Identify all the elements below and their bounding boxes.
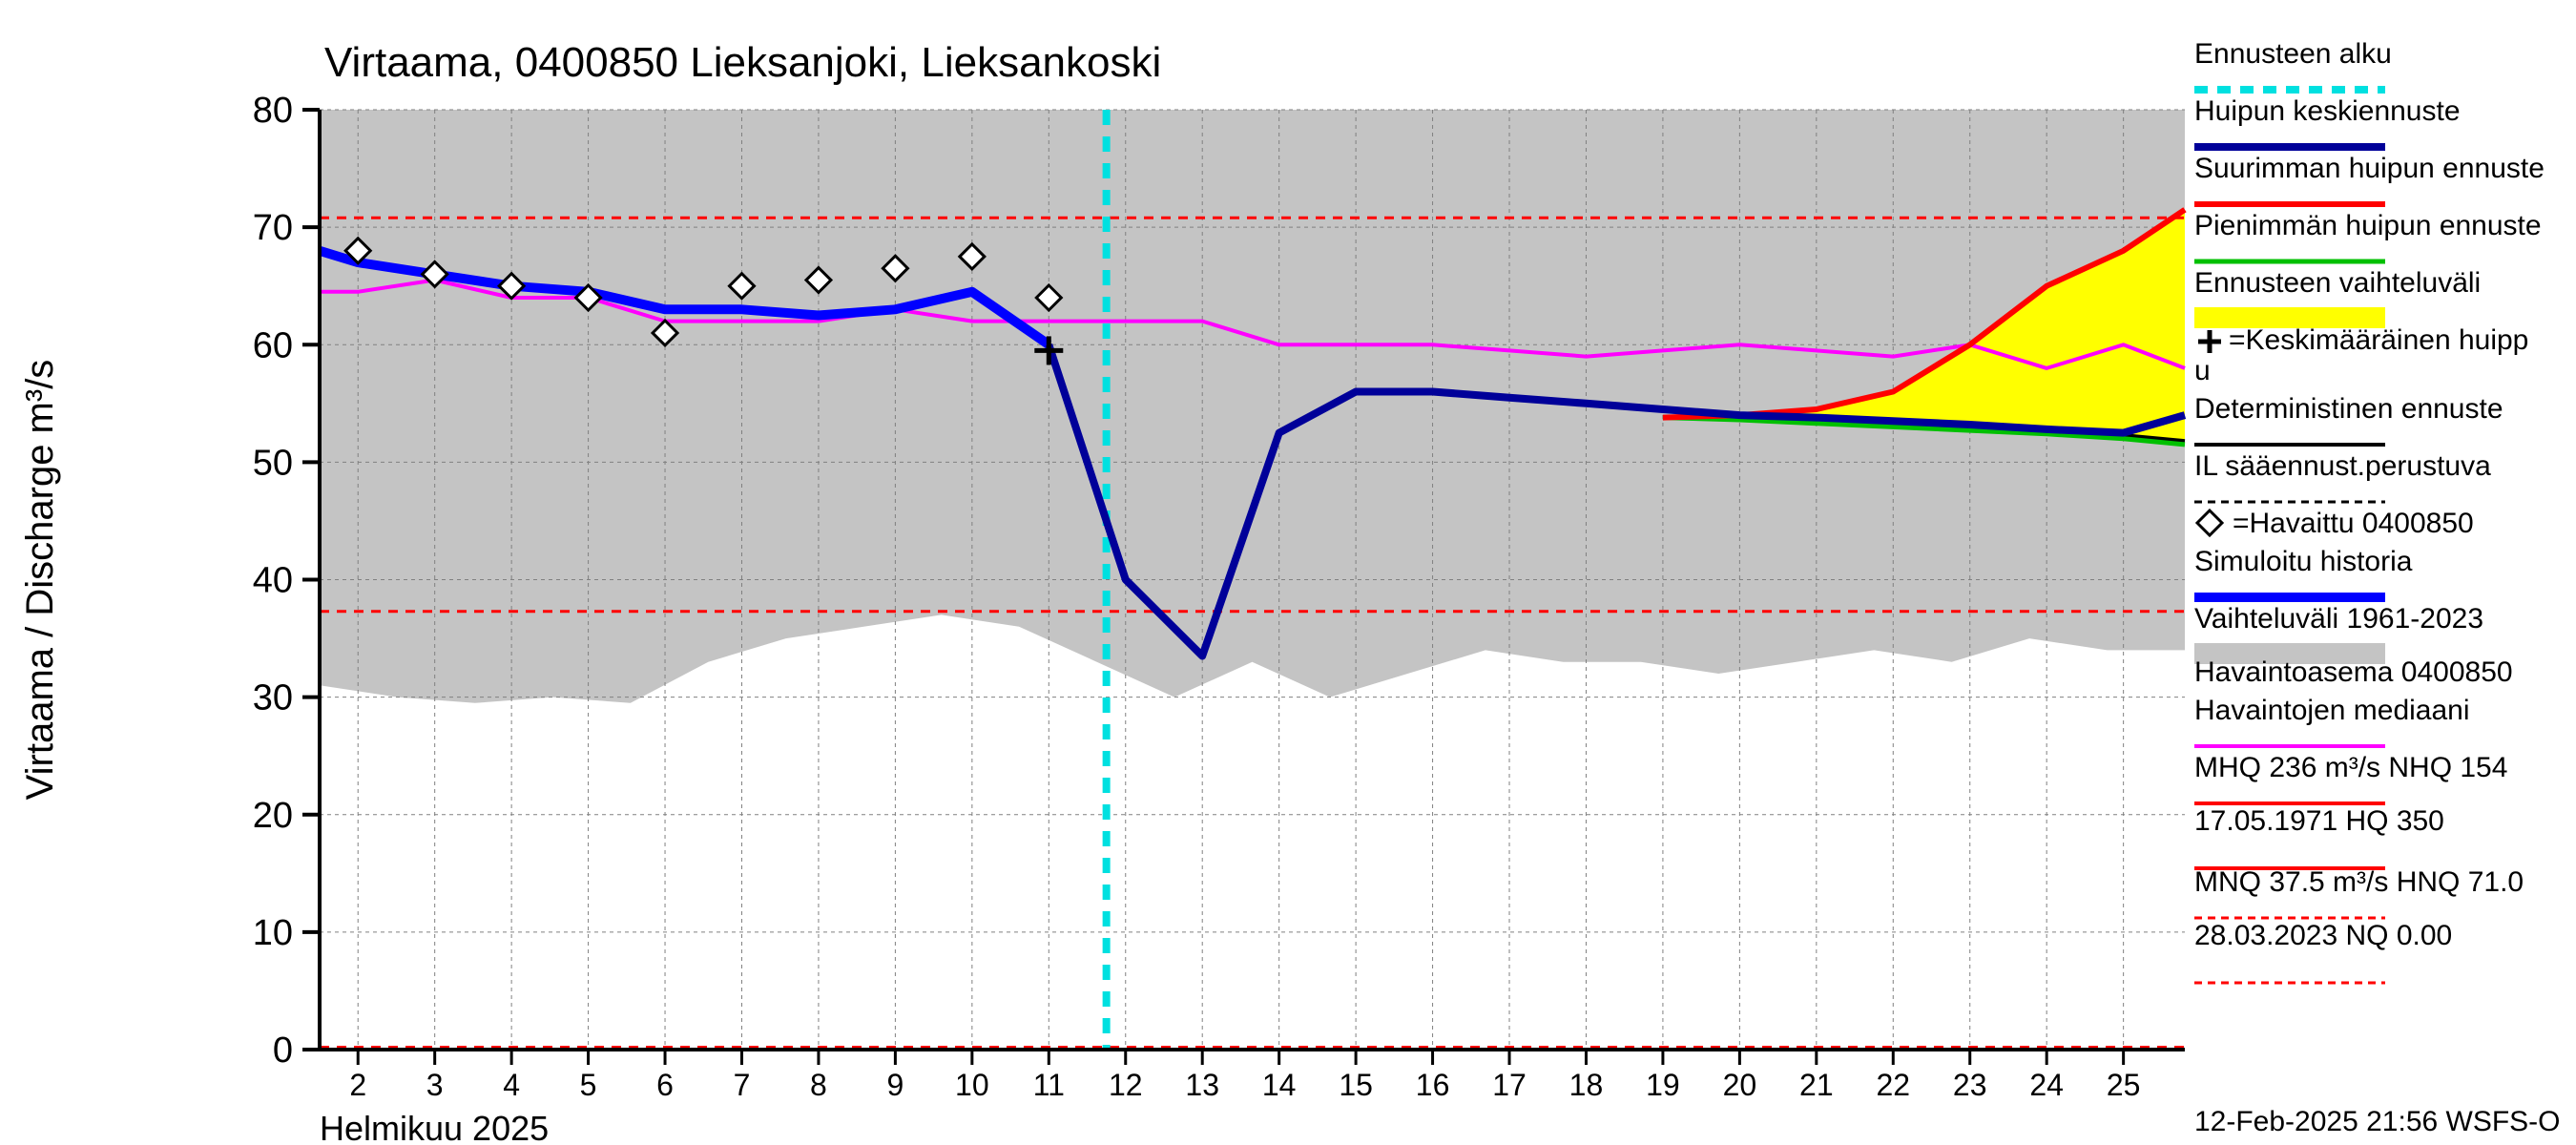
observation-marker <box>2197 510 2222 535</box>
y-tick-label: 10 <box>253 913 293 953</box>
x-tick-label: 13 <box>1185 1068 1219 1102</box>
timestamp: 12-Feb-2025 21:56 WSFS-O <box>2194 1106 2561 1137</box>
y-tick-label: 70 <box>253 208 293 248</box>
x-tick-label: 20 <box>1723 1068 1757 1102</box>
y-tick-label: 40 <box>253 561 293 601</box>
y-tick-label: 20 <box>253 796 293 836</box>
chart-title: Virtaama, 0400850 Lieksanjoki, Lieksanko… <box>324 39 1161 86</box>
legend-label: Havaintoasema 0400850 <box>2194 656 2513 688</box>
legend-label: 28.03.2023 NQ 0.00 <box>2194 920 2452 951</box>
y-axis-label: Virtaama / Discharge m³/s <box>19 360 61 801</box>
x-tick-label: 2 <box>349 1068 366 1102</box>
legend-label: Pienimmän huipun ennuste <box>2194 210 2542 241</box>
x-tick-label: 9 <box>886 1068 904 1102</box>
legend-label: Huipun keskiennuste <box>2194 95 2461 127</box>
x-tick-label: 19 <box>1646 1068 1680 1102</box>
x-tick-label: 25 <box>2107 1068 2141 1102</box>
legend-label: 17.05.1971 HQ 350 <box>2194 805 2444 837</box>
y-tick-label: 80 <box>253 91 293 131</box>
x-tick-label: 16 <box>1416 1068 1450 1102</box>
y-tick-label: 30 <box>253 678 293 718</box>
x-tick-label: 8 <box>810 1068 827 1102</box>
legend-label: Simuloitu historia <box>2194 546 2413 577</box>
x-tick-label: 11 <box>1033 1068 1065 1102</box>
legend-label: =Havaittu 0400850 <box>2233 508 2474 539</box>
legend-label: IL sääennust.perustuva <box>2194 450 2491 482</box>
x-tick-label: 21 <box>1799 1068 1834 1102</box>
legend-label: MNQ 37.5 m³/s HNQ 71.0 <box>2194 866 2524 898</box>
x-tick-label: 3 <box>426 1068 444 1102</box>
legend-label: Havaintojen mediaani <box>2194 695 2470 726</box>
legend-label: MHQ 236 m³/s NHQ 154 <box>2194 752 2507 783</box>
x-tick-label: 12 <box>1109 1068 1143 1102</box>
y-tick-label: 50 <box>253 443 293 483</box>
legend-label: Suurimman huipun ennuste <box>2194 153 2545 184</box>
y-tick-label: 60 <box>253 325 293 365</box>
legend-label: Deterministinen ennuste <box>2194 393 2503 425</box>
x-tick-label: 17 <box>1492 1068 1527 1102</box>
x-tick-label: 5 <box>580 1068 597 1102</box>
legend-label: u <box>2194 355 2211 386</box>
x-tick-label: 18 <box>1569 1068 1604 1102</box>
x-tick-label: 10 <box>955 1068 989 1102</box>
discharge-chart: 0102030405060708023456789101112131415161… <box>0 0 2576 1145</box>
x-tick-label: 4 <box>503 1068 520 1102</box>
x-tick-label: 6 <box>656 1068 674 1102</box>
x-tick-label: 15 <box>1339 1068 1373 1102</box>
legend-label: =Keskimääräinen huipp <box>2229 324 2528 356</box>
x-tick-label: 14 <box>1262 1068 1297 1102</box>
x-axis-label-1: Helmikuu 2025 <box>320 1109 549 1145</box>
x-tick-label: 22 <box>1876 1068 1910 1102</box>
x-tick-label: 24 <box>2029 1068 2064 1102</box>
legend-label: Vaihteluväli 1961-2023 <box>2194 603 2483 635</box>
legend-label: Ennusteen alku <box>2194 38 2392 70</box>
x-tick-label: 23 <box>1953 1068 1987 1102</box>
y-tick-label: 0 <box>273 1030 293 1071</box>
x-tick-label: 7 <box>734 1068 751 1102</box>
legend-label: Ennusteen vaihteluväli <box>2194 267 2481 299</box>
